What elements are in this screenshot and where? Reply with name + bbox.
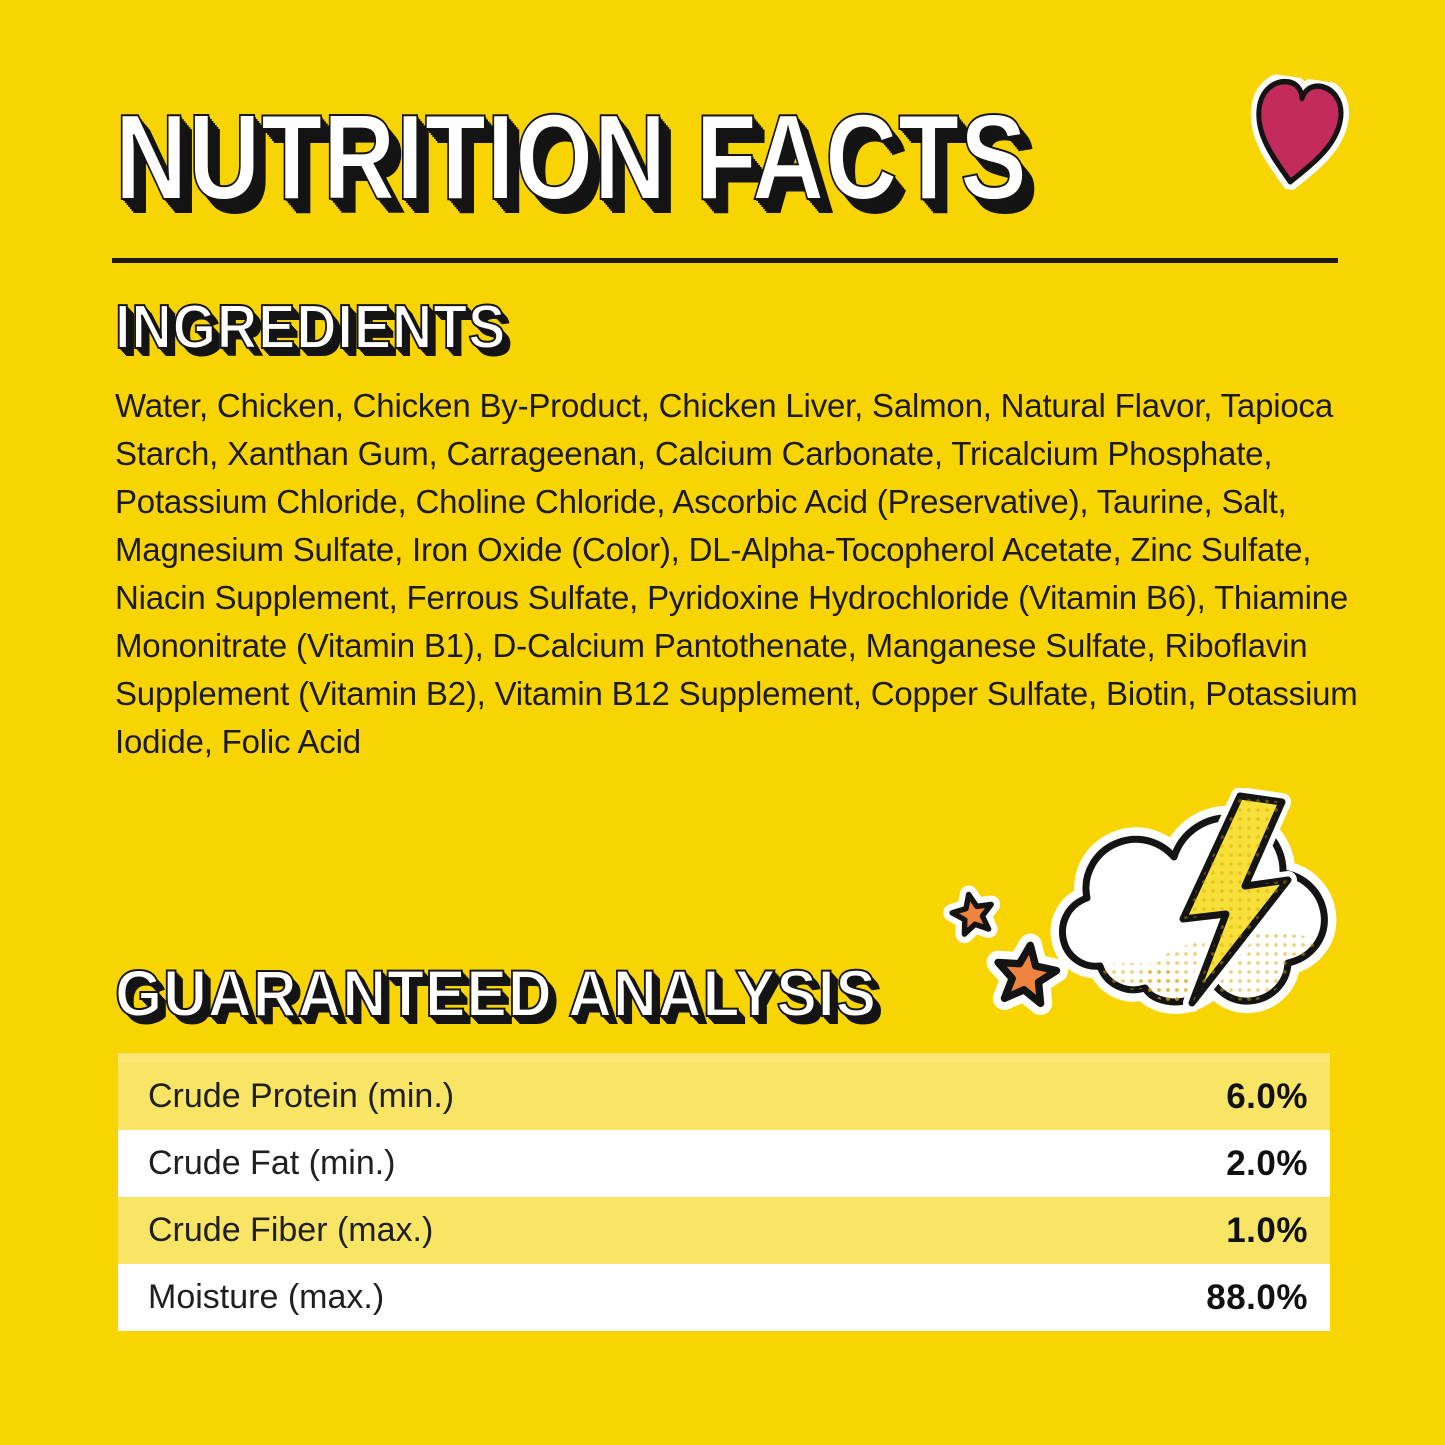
- divider-line: [112, 258, 1338, 263]
- row-label: Moisture (max.): [148, 1278, 385, 1316]
- row-value: 88.0%: [1206, 1277, 1308, 1317]
- row-value: 6.0%: [1226, 1076, 1308, 1116]
- star-icon-large: [993, 941, 1059, 1005]
- star-icon-small: [949, 890, 996, 935]
- row-label: Crude Fiber (max.): [148, 1211, 434, 1249]
- ingredients-text: Water, Chicken, Chicken By-Product, Chic…: [115, 387, 1358, 760]
- table-row: Crude Fat (min.) 2.0%: [118, 1130, 1330, 1197]
- row-label: Crude Fat (min.): [148, 1144, 396, 1182]
- table-row: Moisture (max.) 88.0%: [118, 1264, 1330, 1331]
- row-label: Crude Protein (min.): [148, 1077, 455, 1115]
- guaranteed-analysis-table: Crude Protein (min.) 6.0% Crude Fat (min…: [118, 1053, 1330, 1331]
- table-row: Crude Fiber (max.) 1.0%: [118, 1197, 1330, 1264]
- decorations: [930, 788, 1350, 1050]
- table-row: Crude Protein (min.) 6.0%: [118, 1063, 1330, 1130]
- ingredients-heading: INGREDIENTS: [114, 293, 507, 362]
- row-value: 2.0%: [1226, 1143, 1308, 1183]
- row-value: 1.0%: [1226, 1210, 1308, 1250]
- guaranteed-analysis-heading: GUARANTEED ANALYSIS: [114, 956, 877, 1030]
- page-title: NUTRITION FACTS: [114, 89, 1028, 225]
- cloud-lightning-icon: [930, 788, 1350, 1050]
- heart-icon: [1240, 72, 1355, 197]
